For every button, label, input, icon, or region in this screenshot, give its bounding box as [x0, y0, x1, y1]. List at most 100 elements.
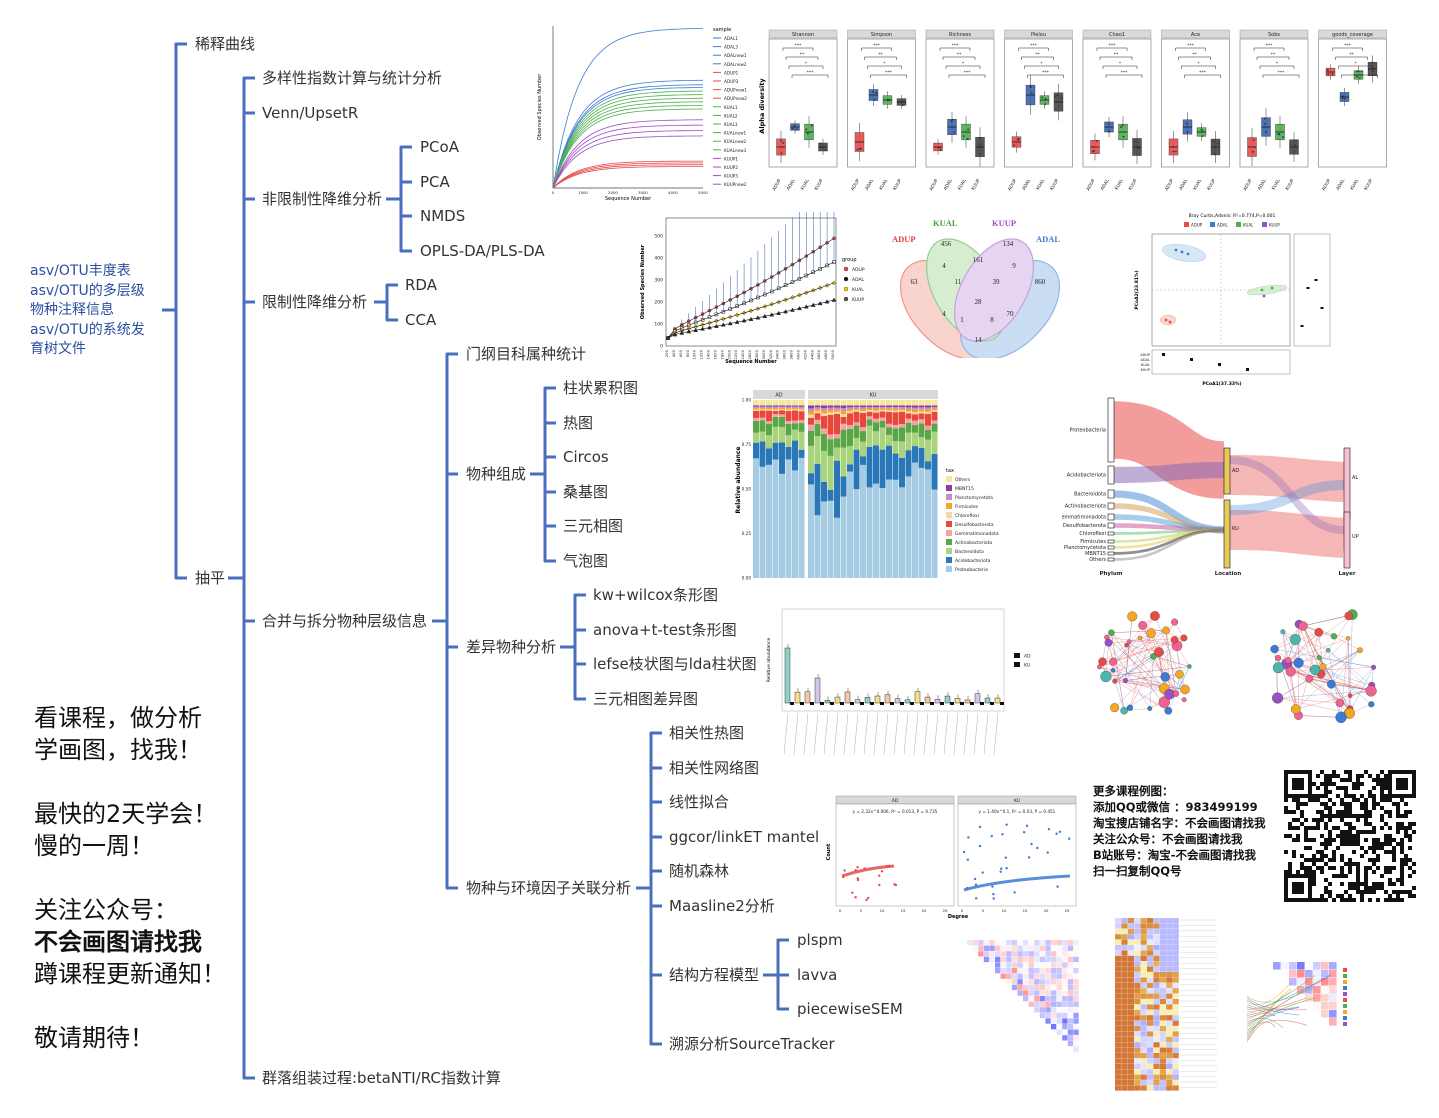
- heat-cell: [1028, 1001, 1034, 1007]
- diff-box: [854, 699, 861, 704]
- stack-segment: [827, 500, 834, 578]
- heat-cell: [1028, 990, 1034, 996]
- heat-cell: [1051, 984, 1057, 991]
- stack-segment: [779, 409, 785, 411]
- venn-count: 14: [975, 336, 983, 344]
- stack-segment: [873, 412, 879, 419]
- cluster-cell: [1153, 1026, 1160, 1032]
- heat-cell: [1023, 945, 1029, 951]
- stack-segment: [853, 410, 860, 412]
- fit-point: [880, 870, 884, 873]
- qr-module: [1352, 862, 1356, 866]
- rarefaction-curve: [552, 79, 703, 189]
- stack-segment: [912, 424, 918, 433]
- qr-module: [1320, 818, 1324, 822]
- qr-module: [1324, 826, 1328, 830]
- mantel-legend-key: [1343, 986, 1347, 990]
- rarefaction-curve: [552, 108, 703, 189]
- x-tick-label: 10: [1002, 908, 1007, 913]
- cluster-cell: [1166, 966, 1173, 972]
- network-edge: [1349, 667, 1374, 714]
- heat-cell: [1062, 1018, 1068, 1024]
- node-corr-network: 相关性网络图: [669, 759, 760, 777]
- sig-bracket: [1175, 47, 1206, 51]
- cluster-cell: [1140, 950, 1147, 956]
- heat-cell: [1073, 1029, 1079, 1035]
- cluster-cell: [1115, 939, 1122, 945]
- stack-segment: [918, 411, 925, 414]
- network-edge: [1320, 649, 1361, 675]
- node-plspm: plspm: [797, 931, 843, 949]
- group-tick: KUUP: [970, 178, 981, 192]
- x-tick-label: 4400: [809, 349, 814, 359]
- cluster-cell: [1127, 1080, 1134, 1086]
- cluster-cell: [1147, 1009, 1154, 1015]
- stack-segment: [847, 400, 853, 406]
- x-tick-label: 3000: [761, 349, 766, 359]
- stack-segment: [772, 459, 779, 578]
- stack-segment: [792, 409, 798, 411]
- mantel-link: [1246, 975, 1332, 1027]
- stack-segment: [834, 405, 840, 408]
- cluster-cell: [1140, 945, 1147, 951]
- mantel-link: [1246, 1019, 1308, 1034]
- qr-module: [1404, 890, 1408, 894]
- phylum-label: Acidobacteriota: [1067, 473, 1106, 479]
- heat-cell: [1051, 973, 1057, 979]
- legend-label: Acidobacteriota: [955, 558, 991, 564]
- facet-panel: [835, 803, 955, 907]
- cluster-cell: [1115, 1042, 1122, 1048]
- point: [1107, 122, 1110, 125]
- y-tick-label: 400: [654, 256, 663, 262]
- cluster-cell: [1147, 1063, 1154, 1069]
- qr-module: [1324, 862, 1328, 866]
- qr-module: [1328, 798, 1332, 802]
- qr-code[interactable]: [1284, 770, 1416, 902]
- legend-key: [946, 557, 952, 563]
- heat-cell: [1011, 945, 1018, 951]
- sig-bracket: [867, 65, 902, 69]
- qr-module: [1376, 778, 1380, 782]
- qr-module: [1372, 838, 1376, 842]
- heat-cell: [1051, 940, 1057, 946]
- stack-segment: [827, 489, 834, 501]
- x-tick-label: [953, 712, 959, 756]
- qr-module: [1396, 890, 1400, 894]
- fit-point: [967, 836, 970, 839]
- qr-module: [1384, 834, 1388, 838]
- diff-box-ku: [980, 702, 984, 705]
- stack-segment: [866, 425, 873, 447]
- node-sankey: 桑基图: [563, 483, 609, 501]
- heat-cell: [1039, 956, 1046, 963]
- qr-module: [1352, 782, 1356, 786]
- network-edge: [1102, 661, 1165, 689]
- stack-segment: [873, 422, 879, 432]
- qr-module: [1292, 854, 1296, 858]
- stack-segment: [860, 431, 866, 442]
- promo-line: 看课程，做分析: [34, 704, 202, 732]
- qr-module: [1308, 846, 1312, 850]
- qr-module: [1380, 842, 1384, 846]
- cluster-cell: [1115, 945, 1122, 951]
- cluster-cell: [1159, 1069, 1166, 1075]
- y-tick-label: 1.00: [742, 398, 752, 403]
- stack-segment: [866, 446, 873, 488]
- facet-strip: [1004, 29, 1073, 39]
- qr-module: [1360, 830, 1364, 834]
- qr-module: [1344, 822, 1348, 826]
- heat-cell: [1062, 973, 1068, 979]
- heat-cell: [995, 962, 1001, 968]
- qr-module: [1348, 810, 1352, 814]
- qr-module: [1396, 814, 1400, 818]
- network-node: [1335, 698, 1344, 708]
- promo-text: 看课程，做分析 学画图，找我！ 最快的2天学会！ 慢的一周！ 关注公众号： 不会…: [34, 702, 226, 1054]
- stack-segment: [766, 408, 772, 410]
- network-edge: [1149, 656, 1154, 709]
- stack-segment: [873, 431, 879, 446]
- network-node: [1146, 628, 1156, 638]
- qr-module: [1312, 818, 1316, 822]
- promo-line: [34, 990, 226, 1022]
- qr-module: [1408, 810, 1412, 814]
- sig-bracket: [942, 56, 976, 60]
- sankey-flow: [1229, 456, 1345, 534]
